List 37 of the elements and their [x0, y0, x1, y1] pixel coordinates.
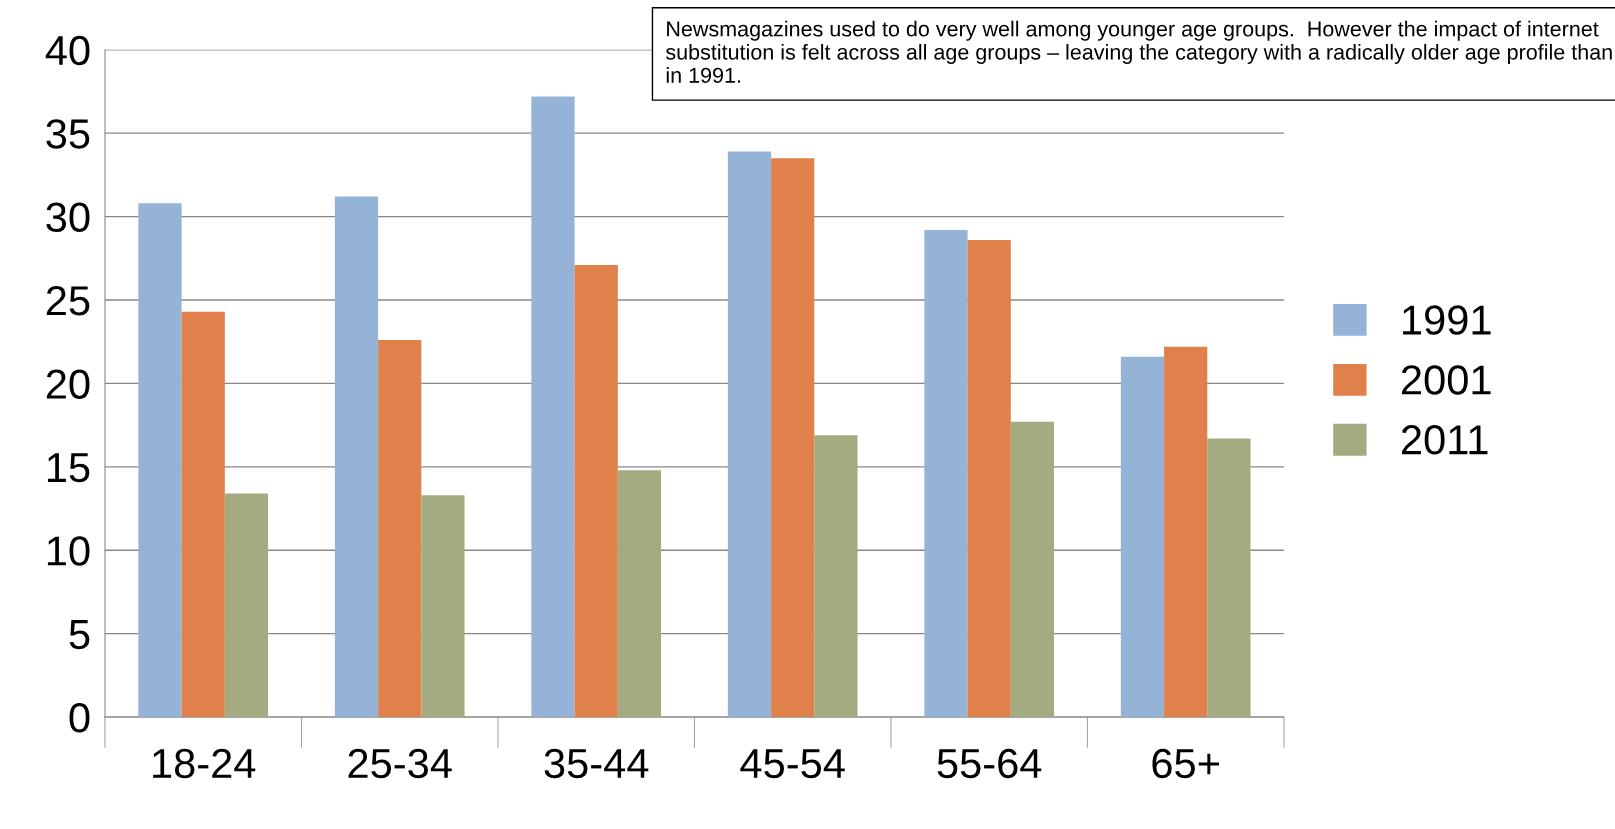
annotation: Newsmagazines used to do very well among younger age groups. However the impact of internet substitution is felt across all age groups – leaving the category with a radically older age profile than in 1991. — [665, 20, 1612, 83]
bar — [1207, 438, 1251, 718]
bar — [1010, 421, 1055, 718]
y-tick-label: 20 — [46, 369, 90, 399]
y-tick-label: 5 — [69, 620, 90, 650]
bar — [574, 264, 618, 718]
bar — [771, 158, 815, 718]
bar — [378, 340, 422, 718]
legend-label: 2011 — [1401, 425, 1488, 455]
y-tick-label: 30 — [46, 202, 90, 233]
x-tick-label: 18-24 — [153, 748, 256, 779]
bar — [224, 493, 269, 718]
y-tick-label: 15 — [47, 453, 90, 483]
bar — [924, 229, 968, 718]
bar — [1120, 356, 1165, 718]
y-tick-label: 35 — [46, 119, 90, 149]
y-tick-label: 25 — [46, 286, 90, 316]
x-tick-label: 65+ — [1152, 748, 1219, 779]
y-tick-label: 40 — [45, 35, 90, 66]
legend-label: 1991 — [1403, 305, 1491, 335]
x-tick-label: 45-54 — [740, 749, 845, 779]
bar — [967, 239, 1011, 718]
bar — [531, 96, 575, 718]
bar — [138, 203, 182, 718]
bar — [421, 495, 465, 718]
x-tick-label: 35-44 — [544, 748, 649, 779]
bar — [334, 196, 379, 718]
bar — [1164, 346, 1208, 718]
bar — [727, 151, 772, 718]
y-tick-label: 0 — [69, 703, 90, 733]
x-tick-label: 25-34 — [348, 748, 452, 779]
bar — [814, 435, 858, 718]
bar — [181, 311, 225, 718]
legend-label: 2001 — [1401, 365, 1491, 395]
x-tick-label: 55-64 — [937, 748, 1042, 779]
bar — [617, 470, 662, 718]
y-tick-label: 10 — [47, 536, 90, 566]
